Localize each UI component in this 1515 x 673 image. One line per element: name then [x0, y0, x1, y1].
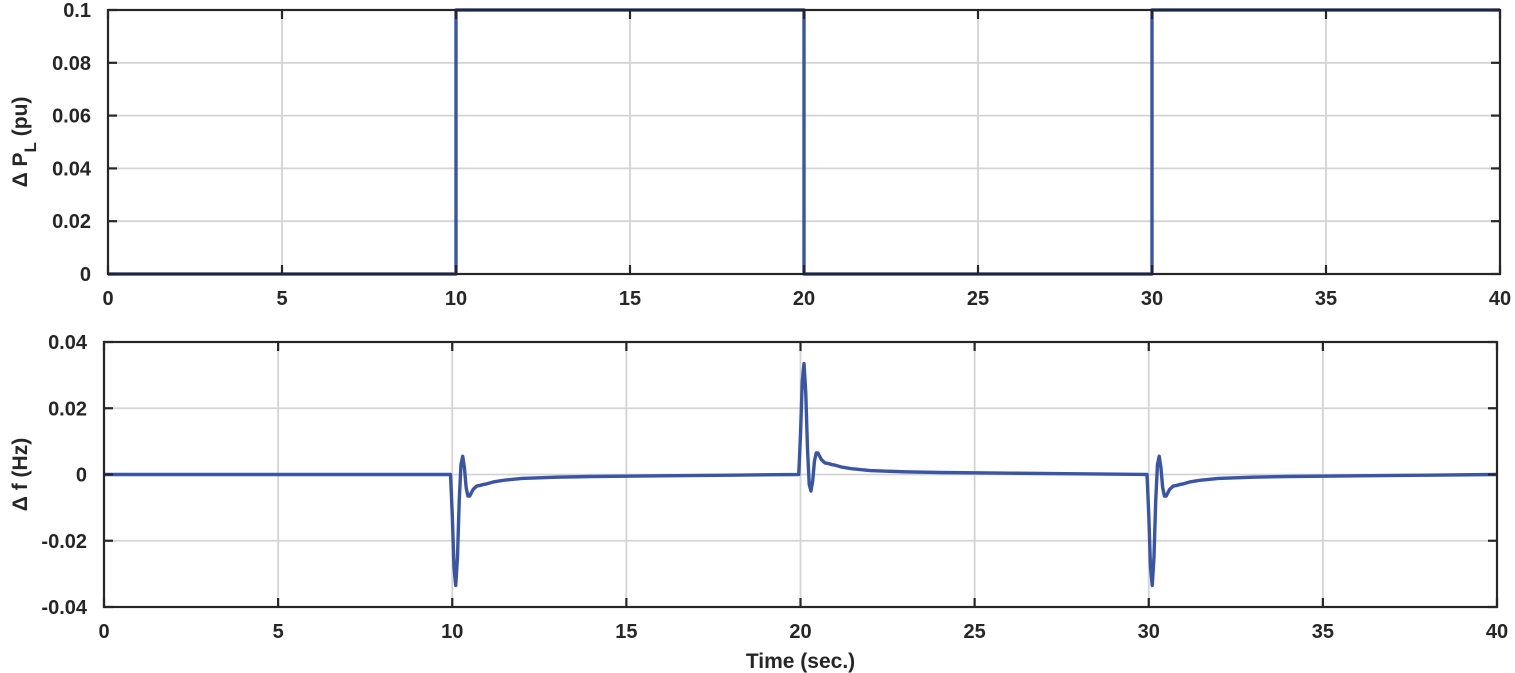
frequency-deviation-plot: 0 5 10 15 20 25 30 35 40 -0.04 -0.02 0 0.02 0.04 Δ f (…: [9, 332, 1508, 673]
x-tick-label: 10: [441, 621, 463, 643]
y-tick-label: 0.02: [48, 398, 87, 420]
y-tick-label: 0: [76, 465, 87, 487]
x-axis-label: Time (sec.): [746, 650, 855, 673]
x-tick-label: 15: [619, 288, 641, 310]
x-tick-label: 5: [276, 288, 287, 310]
x-tick-label: 15: [615, 621, 637, 643]
y-tick-label: 0.06: [52, 106, 91, 128]
x-tick-label: 20: [793, 288, 815, 310]
y-axis-label: Δ f (Hz): [9, 438, 32, 511]
y-tick-label: 0: [80, 264, 91, 286]
x-tick-label: 25: [967, 288, 989, 310]
x-tick-label: 30: [1141, 288, 1163, 310]
x-tick-label: 5: [273, 621, 284, 643]
x-tick-label: 20: [789, 621, 811, 643]
y-tick-label: -0.04: [41, 597, 87, 619]
y-tick-label: 0.04: [52, 158, 92, 180]
y-axis-label-main: Δ P: [9, 152, 32, 187]
x-tick-label: 10: [445, 288, 467, 310]
y-axis-label-unit: (pu): [9, 97, 32, 142]
x-tick-label: 0: [98, 621, 109, 643]
y-tick-label: 0.02: [52, 211, 91, 233]
x-tick-label: 30: [1138, 621, 1160, 643]
y-tick-label: 0.08: [52, 53, 91, 75]
x-tick-label: 35: [1315, 288, 1337, 310]
x-tick-label: 40: [1489, 288, 1511, 310]
y-axis-label-subscript: L: [21, 142, 40, 152]
x-tick-label: 35: [1312, 621, 1334, 643]
x-tick-label: 0: [102, 288, 113, 310]
load-change-plot: 0 5 10 15 20 25 30 35 40 0 0.02 0.04 0.06 0.08 0.1 Δ PL…: [9, 0, 1511, 310]
y-axis-label: Δ PL (pu): [9, 97, 40, 188]
series-line: [104, 361, 1498, 588]
y-tick-label: -0.02: [41, 531, 87, 553]
x-tick-label: 25: [964, 621, 986, 643]
x-tick-label: 40: [1486, 621, 1508, 643]
series-line: [108, 8, 1500, 276]
y-axis-label-main: Δ f (Hz): [9, 438, 32, 511]
y-tick-label: 0.04: [48, 332, 88, 354]
y-tick-label: 0.1: [63, 0, 91, 22]
